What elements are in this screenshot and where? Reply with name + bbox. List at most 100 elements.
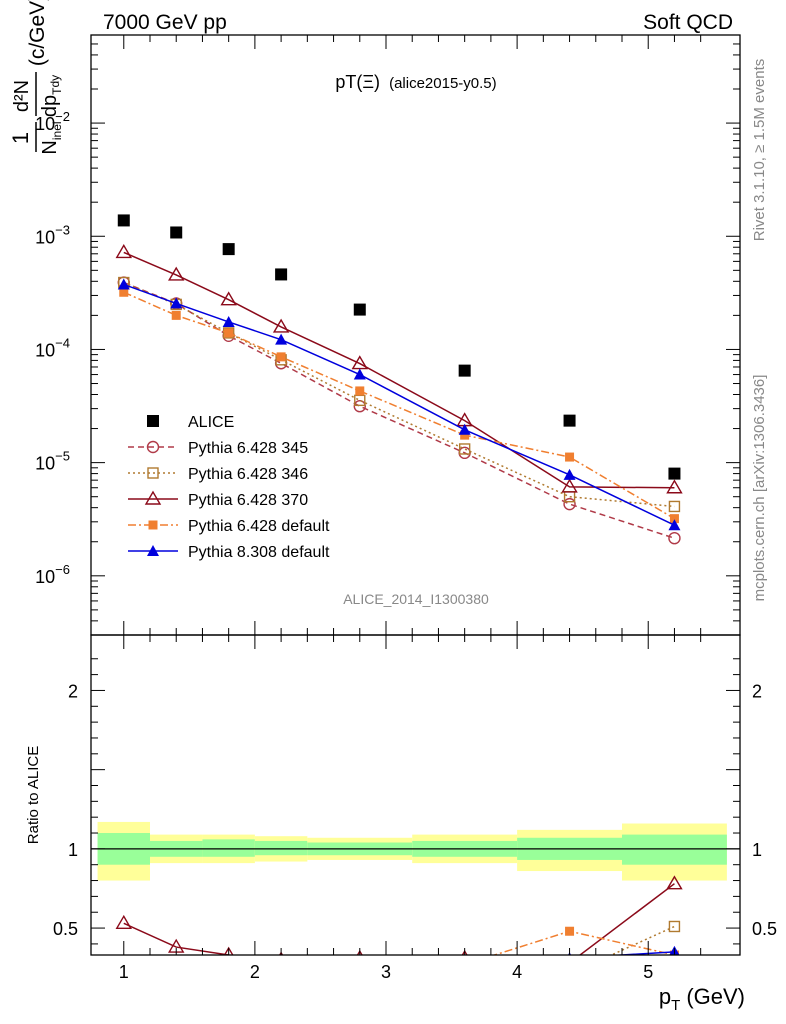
ratio-series-pythia-6-428-346 (171, 920, 681, 984)
main-series-pythia-6-428-default (119, 287, 679, 524)
legend-label-pythia-6-428-default: Pythia 6.428 default (188, 518, 330, 535)
ratio-y-tick-label-left: 2 (68, 681, 78, 701)
ratio-point-pythia-6-428-370-2 (223, 946, 234, 955)
main-point-pythia-6-428-346-7 (668, 500, 681, 513)
ratio-point-pythia-6-428-346-2 (224, 974, 234, 984)
main-point-pythia-6-428-345-6 (563, 497, 576, 511)
ratio-uncertainty-bands (91, 821, 740, 881)
ratio-point-pythia-6-428-345-2 (223, 975, 234, 986)
rivet-version-label: Rivet 3.1.10, ≥ 1.5M events (751, 59, 768, 242)
ratio-series-layer (115, 875, 683, 990)
ratio-point-pythia-8-308-default-1 (170, 963, 182, 974)
main-point-alice-3 (275, 268, 288, 281)
ratio-line-pythia-6-428-370 (123, 883, 675, 955)
ylabel-d-numerator: d²N (11, 80, 33, 112)
ratio-band-inner-7 (622, 834, 727, 865)
ratio-y-tick-label-left: 0.5 (53, 919, 78, 939)
main-point-pythia-6-428-345-7 (668, 531, 681, 545)
main-series-alice (117, 214, 681, 480)
x-tick-label: 2 (250, 962, 260, 982)
header-left-label: 7000 GeV pp (103, 11, 227, 34)
analysis-id-label: ALICE_2014_I1300380 (343, 591, 489, 607)
legend-label-alice: ALICE (188, 414, 234, 431)
ratio-point-pythia-6-428-345-1 (171, 964, 182, 975)
main-point-alice-0 (117, 214, 130, 227)
main-line-pythia-8-308-default (123, 283, 675, 526)
main-point-pythia-6-428-370-0 (115, 244, 132, 259)
main-point-pythia-8-308-default-2 (222, 315, 235, 327)
main-point-pythia-8-308-default-5 (458, 423, 471, 435)
legend-item-pythia-6-428-370: Pythia 6.428 370 (128, 490, 308, 509)
legend-item-pythia-6-428-345: Pythia 6.428 345 (128, 440, 308, 457)
ratio-point-pythia-6-428-default-6 (565, 926, 575, 936)
ratio-line-pythia-6-428-345 (124, 963, 675, 985)
ylabel-unit: (c/GeV) (26, 0, 49, 66)
ylabel-frac-denominator: Ninel (39, 121, 64, 154)
main-line-pythia-6-428-370 (123, 251, 675, 489)
main-point-alice-7 (668, 467, 681, 480)
x-tick-label: 4 (512, 962, 522, 982)
x-tick-label: 5 (643, 962, 653, 982)
main-point-pythia-8-308-default-7 (668, 519, 681, 531)
ratio-series-pythia-6-428-370 (115, 875, 683, 955)
ratio-point-pythia-6-428-345-6 (564, 973, 575, 984)
main-y-tick-label: 10−2 (35, 109, 70, 134)
main-point-pythia-8-308-default-6 (563, 468, 576, 480)
legend-marker-pythia-6-428-345 (146, 440, 160, 454)
header-right-label: Soft QCD (643, 11, 733, 34)
main-point-pythia-8-308-default-0 (117, 278, 130, 290)
ratio-point-pythia-6-428-346-7 (668, 920, 681, 933)
main-point-pythia-6-428-default-6 (565, 452, 575, 462)
ratio-point-pythia-8-308-default-3 (275, 962, 287, 973)
main-point-pythia-6-428-346-2 (222, 327, 235, 339)
main-point-pythia-6-428-default-0 (119, 287, 129, 297)
ratio-point-pythia-6-428-370-7 (666, 875, 683, 890)
main-point-pythia-8-308-default-3 (275, 333, 288, 345)
ratio-point-pythia-6-428-346-6 (565, 969, 575, 979)
ratio-point-pythia-6-428-346-3 (276, 974, 286, 984)
main-point-pythia-6-428-370-3 (272, 318, 290, 333)
ratio-point-pythia-6-428-346-5 (460, 971, 470, 981)
ratio-band-inner-2 (202, 839, 255, 857)
main-plot-title: pT(Ξ) (alice2015-y0.5) (335, 72, 496, 92)
ratio-point-pythia-6-428-346-1 (171, 966, 181, 976)
legend-marker-pythia-8-308-default (147, 545, 159, 556)
ratio-point-pythia-6-428-370-0 (115, 914, 132, 930)
ratio-frame (90, 634, 741, 956)
ratio-y-axis-label: Ratio to ALICE (25, 746, 42, 844)
mcplots-reference-label: mcplots.cern.ch [arXiv:1306.3436] (751, 375, 768, 602)
main-point-pythia-6-428-370-1 (168, 266, 185, 281)
x-tick-label: 3 (381, 962, 391, 982)
ratio-point-pythia-6-428-345-5 (459, 972, 470, 983)
main-y-tick-label: 10−3 (35, 222, 70, 247)
main-point-pythia-6-428-default-1 (171, 310, 181, 320)
ratio-point-pythia-6-428-default-5 (460, 960, 469, 969)
main-point-alice-2 (222, 243, 235, 256)
ratio-point-pythia-6-428-default-2 (224, 974, 233, 983)
ratio-point-pythia-6-428-345-4 (354, 980, 365, 991)
legend-item-pythia-8-308-default: Pythia 8.308 default (128, 544, 330, 561)
main-point-pythia-6-428-370-7 (666, 479, 683, 494)
main-line-pythia-6-428-default (123, 291, 675, 520)
ratio-series-pythia-6-428-345 (118, 957, 680, 990)
main-point-pythia-6-428-370-2 (220, 291, 237, 306)
ylabel-d-denominator: dpTdy (39, 75, 64, 117)
ratio-point-pythia-6-428-default-1 (172, 973, 181, 982)
ratio-point-pythia-8-308-default-2 (223, 965, 235, 976)
main-point-pythia-6-428-345-4 (353, 400, 366, 413)
main-y-tick-label: 10−5 (35, 449, 70, 474)
main-point-pythia-8-308-default-4 (353, 368, 366, 380)
ratio-point-pythia-6-428-345-7 (669, 959, 680, 970)
ratio-point-pythia-6-428-default-3 (277, 973, 286, 982)
ratio-line-pythia-6-428-346 (609, 925, 675, 955)
main-plot-title-main: pT(Ξ) (335, 72, 380, 92)
main-point-alice-6 (563, 414, 576, 427)
ratio-y-tick-label-right: 2 (752, 681, 762, 701)
main-line-pythia-6-428-346 (123, 281, 675, 508)
ylabel-frac-numerator: 1 (8, 132, 33, 144)
legend-label-pythia-8-308-default: Pythia 8.308 default (188, 544, 330, 561)
main-plot-title-sub: (alice2015-y0.5) (389, 75, 497, 92)
x-tick-label: 1 (119, 962, 129, 982)
main-point-alice-4 (353, 303, 366, 316)
